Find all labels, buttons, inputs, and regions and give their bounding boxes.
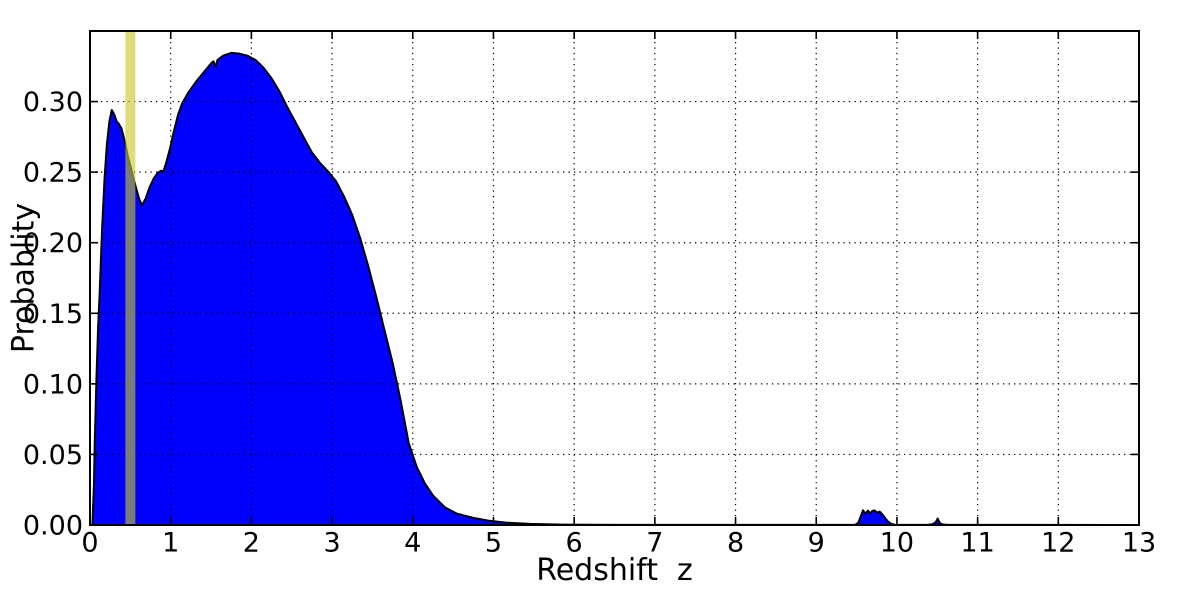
- y-axis-label: Probablity: [6, 202, 42, 354]
- x-tick-label: 2: [243, 528, 260, 559]
- y-tick-label: 0.00: [23, 511, 83, 542]
- y-tick-label: 0.15: [23, 299, 83, 330]
- x-tick-label: 1: [162, 528, 179, 559]
- y-tick-label: 0.25: [23, 158, 83, 189]
- x-tick-label: 7: [646, 528, 663, 559]
- x-tick-label: 3: [323, 528, 340, 559]
- x-tick-label: 8: [727, 528, 744, 559]
- x-tick-label: 6: [566, 528, 583, 559]
- x-tick-label: 12: [1041, 528, 1075, 559]
- y-tick-label: 0.30: [23, 87, 83, 118]
- y-tick-label: 0.05: [23, 440, 83, 471]
- redshift-marker-line: [125, 31, 136, 525]
- x-tick-label: 9: [808, 528, 825, 559]
- x-tick-label: 13: [1122, 528, 1156, 559]
- x-tick-label: 0: [81, 528, 98, 559]
- axes-frame: [89, 30, 1140, 526]
- x-axis-label: Redshift z: [536, 553, 693, 588]
- y-tick-label: 0.10: [23, 369, 83, 400]
- y-tick-label: 0.20: [23, 228, 83, 259]
- x-tick-label: 4: [404, 528, 421, 559]
- x-tick-label: 5: [485, 528, 502, 559]
- x-tick-label: 10: [880, 528, 914, 559]
- x-tick-label: 11: [960, 528, 994, 559]
